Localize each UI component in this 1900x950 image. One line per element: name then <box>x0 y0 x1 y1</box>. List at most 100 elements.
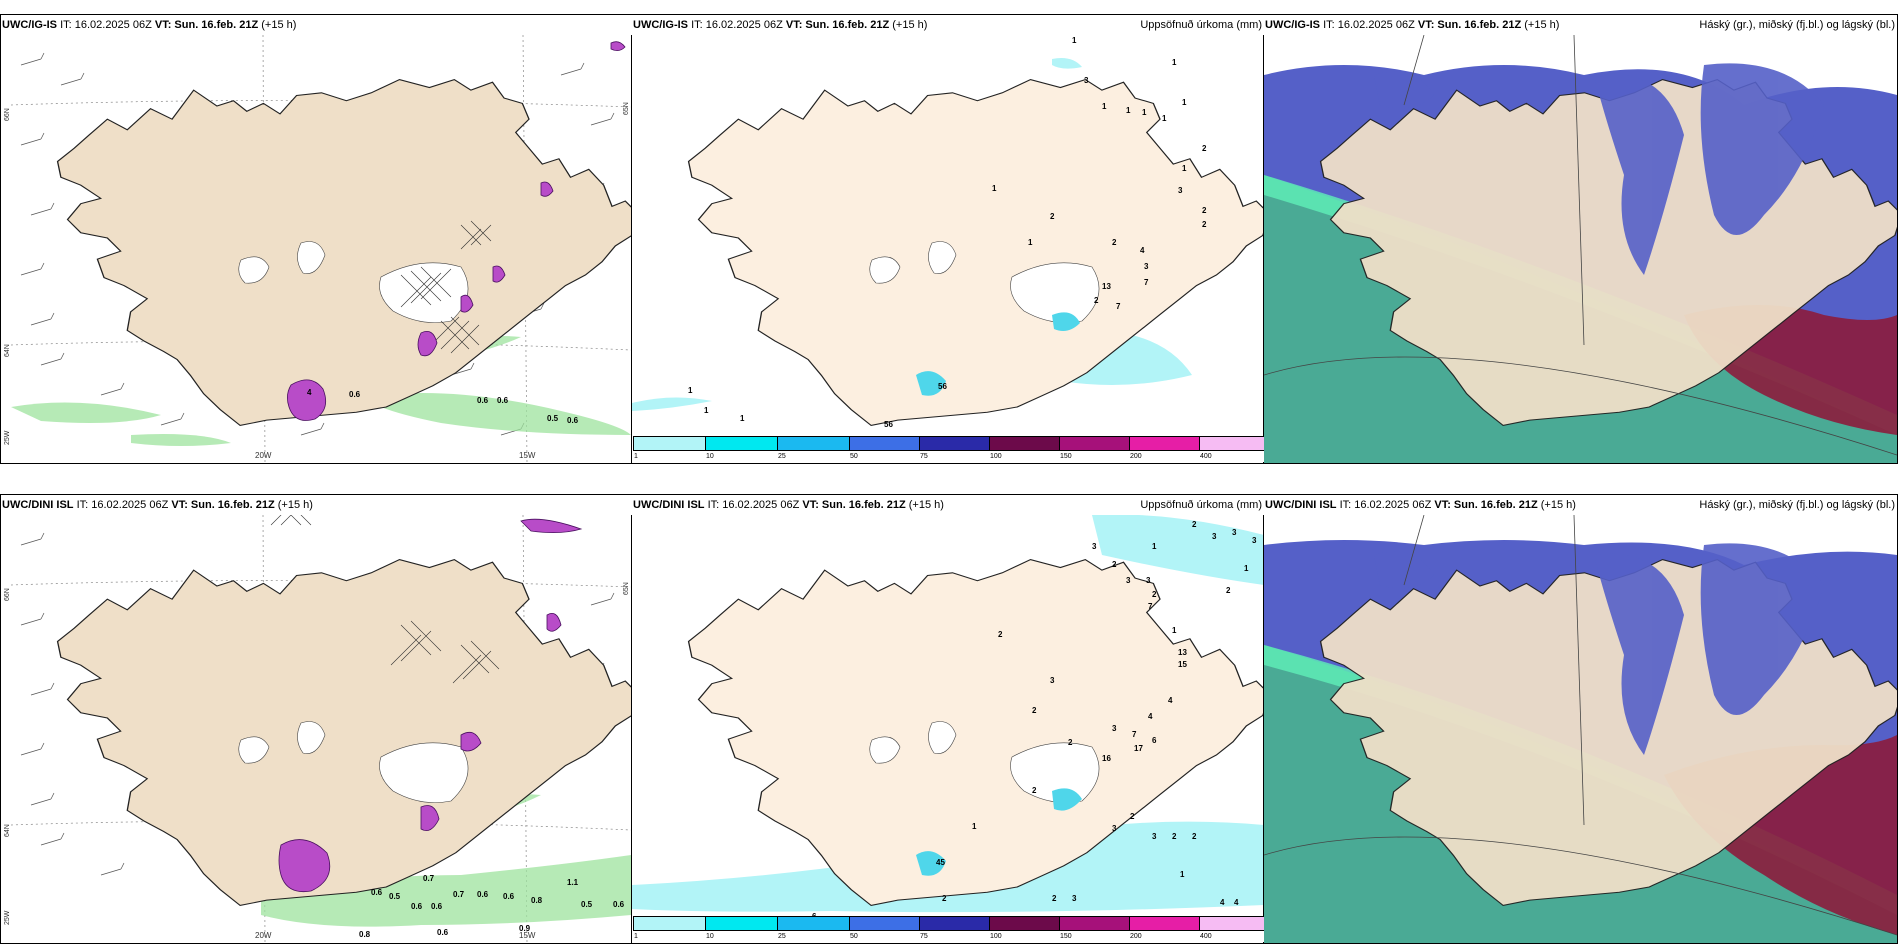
value-label: 4 <box>1140 246 1145 255</box>
colorbar-segment: 50 <box>849 916 919 940</box>
value-label: 3 <box>1072 894 1077 903</box>
value-label: 1.1 <box>567 878 579 887</box>
colorbar-segment: 75 <box>919 916 989 940</box>
init-time: IT: 16.02.2025 06Z <box>691 19 783 31</box>
lead-time: (+15 h) <box>277 499 313 511</box>
value-label: 0.9 <box>519 924 531 933</box>
lat-label: 65N <box>623 102 630 115</box>
hatch-areas <box>400 220 492 354</box>
map-canvas <box>1264 514 1897 943</box>
model-name: UWC/IG-IS <box>2 19 57 31</box>
valid-time: VT: Sun. 16.feb. 21Z <box>802 499 906 511</box>
value-label: 2 <box>1032 786 1037 795</box>
panel-clouds-dini: UWC/DINI ISL IT: 16.02.2025 06Z VT: Sun.… <box>1263 494 1898 944</box>
colorbar-segment: 400 <box>1199 436 1264 460</box>
value-label: 3 <box>1112 724 1117 733</box>
lead-time: (+15 h) <box>908 499 944 511</box>
value-label: 2 <box>1112 238 1117 247</box>
value-label: 0.8 <box>359 930 371 939</box>
value-label: 1 <box>704 406 709 415</box>
value-label: 0.8 <box>531 896 543 905</box>
panel-wind-dini: UWC/DINI ISL IT: 16.02.2025 06Z VT: Sun.… <box>0 494 633 944</box>
value-label: 0.6 <box>371 888 383 897</box>
value-label: 3 <box>1152 832 1157 841</box>
map-canvas: 0.6 0.5 0.7 0.6 0.6 0.7 0.6 0.6 0.5 0.6 … <box>10 495 632 943</box>
value-labels: 0.6 0.5 0.7 0.6 0.6 0.7 0.6 0.6 0.5 0.6 … <box>359 874 625 939</box>
init-time: IT: 16.02.2025 06Z <box>1339 499 1432 511</box>
colorbar-segment: 400 <box>1199 916 1264 940</box>
colorbar-segment: 10 <box>705 916 777 940</box>
value-label: 0.6 <box>503 892 515 901</box>
value-label: 45 <box>936 858 945 867</box>
lead-time: (+15 h) <box>1540 499 1576 511</box>
colorbar-segment: 150 <box>1059 916 1129 940</box>
value-label: 1 <box>1182 98 1187 107</box>
lat-label: 65N <box>623 582 630 595</box>
colorbar: 1 10 25 50 75 100 150 200 400 <box>633 916 1264 942</box>
value-label: 1 <box>1172 626 1177 635</box>
value-label: 1 <box>1244 564 1249 573</box>
value-label: 3 <box>1112 824 1117 833</box>
value-label: 3 <box>1092 542 1097 551</box>
value-label: 0.6 <box>477 890 489 899</box>
value-label: 4 <box>1220 898 1225 907</box>
value-label: 2 <box>1172 832 1177 841</box>
value-label: 0.6 <box>613 900 625 909</box>
panel-title: UWC/IG-IS IT: 16.02.2025 06Z VT: Sun. 16… <box>632 15 1264 35</box>
value-label: 0.6 <box>349 390 361 399</box>
value-label: 1 <box>972 822 977 831</box>
value-label: 2 <box>1050 212 1055 221</box>
colorbar-segment: 200 <box>1129 916 1199 940</box>
value-label: 2 <box>1192 832 1197 841</box>
field-title: Uppsöfnuð úrkoma (mm) <box>1140 19 1262 31</box>
value-label: 1 <box>1152 542 1157 551</box>
init-time: IT: 16.02.2025 06Z <box>60 19 152 31</box>
lon-label: 20W <box>255 931 272 940</box>
model-name: UWC/IG-IS <box>1265 19 1320 31</box>
value-label: 2 <box>1112 560 1117 569</box>
init-time: IT: 16.02.2025 06Z <box>1323 19 1415 31</box>
init-time: IT: 16.02.2025 06Z <box>707 499 800 511</box>
precip-shading-heavy <box>916 788 1082 876</box>
value-label: 3 <box>1252 536 1257 545</box>
value-label: 3 <box>1232 528 1237 537</box>
lat-label: 66N <box>4 588 11 601</box>
colorbar-segment: 25 <box>777 436 849 460</box>
value-label: 17 <box>1134 744 1143 753</box>
panel-precip-dini: UWC/DINI ISL IT: 16.02.2025 06Z VT: Sun.… <box>631 494 1265 944</box>
value-label: 2 <box>998 630 1003 639</box>
value-label: 1 <box>1142 108 1147 117</box>
value-label: 1 <box>1072 36 1077 45</box>
field-title: Uppsöfnuð úrkoma (mm) <box>1140 499 1262 511</box>
value-label: 2 <box>1226 586 1231 595</box>
value-label: 3 <box>1178 186 1183 195</box>
glaciers <box>869 241 1100 323</box>
lat-label: 25W <box>4 430 11 445</box>
snow-shading <box>278 518 583 893</box>
glaciers <box>869 721 1100 803</box>
value-label: 1 <box>1182 164 1187 173</box>
colorbar: 1 10 25 50 75 100 150 200 400 <box>633 436 1264 462</box>
value-label: 3 <box>1144 262 1149 271</box>
lead-time: (+15 h) <box>1524 19 1560 31</box>
colorbar-segment: 1 <box>633 916 705 940</box>
value-label: 3 <box>1212 532 1217 541</box>
model-name: UWC/DINI ISL <box>2 499 74 511</box>
value-label: 0.5 <box>547 414 559 423</box>
value-label: 2 <box>1068 738 1073 747</box>
valid-time: VT: Sun. 16.feb. 21Z <box>1417 19 1522 31</box>
value-label: 1 <box>1162 114 1167 123</box>
value-label: 56 <box>938 382 947 391</box>
map-canvas: 1 1 3 1 1 1 1 1 2 1 3 2 2 1 2 2 4 3 7 13… <box>632 36 1264 429</box>
value-label: 16 <box>1102 754 1111 763</box>
value-label: 1 <box>740 414 745 423</box>
model-name: UWC/DINI ISL <box>633 499 705 511</box>
value-label: 4 <box>1168 696 1173 705</box>
value-label: 2 <box>942 894 947 903</box>
value-label: 0.5 <box>581 900 593 909</box>
value-label: 4 <box>1234 898 1239 907</box>
colorbar-segment: 1 <box>633 436 705 460</box>
lat-label: 25W <box>4 910 11 925</box>
value-label: 2 <box>1202 206 1207 215</box>
colorbar-segment: 50 <box>849 436 919 460</box>
